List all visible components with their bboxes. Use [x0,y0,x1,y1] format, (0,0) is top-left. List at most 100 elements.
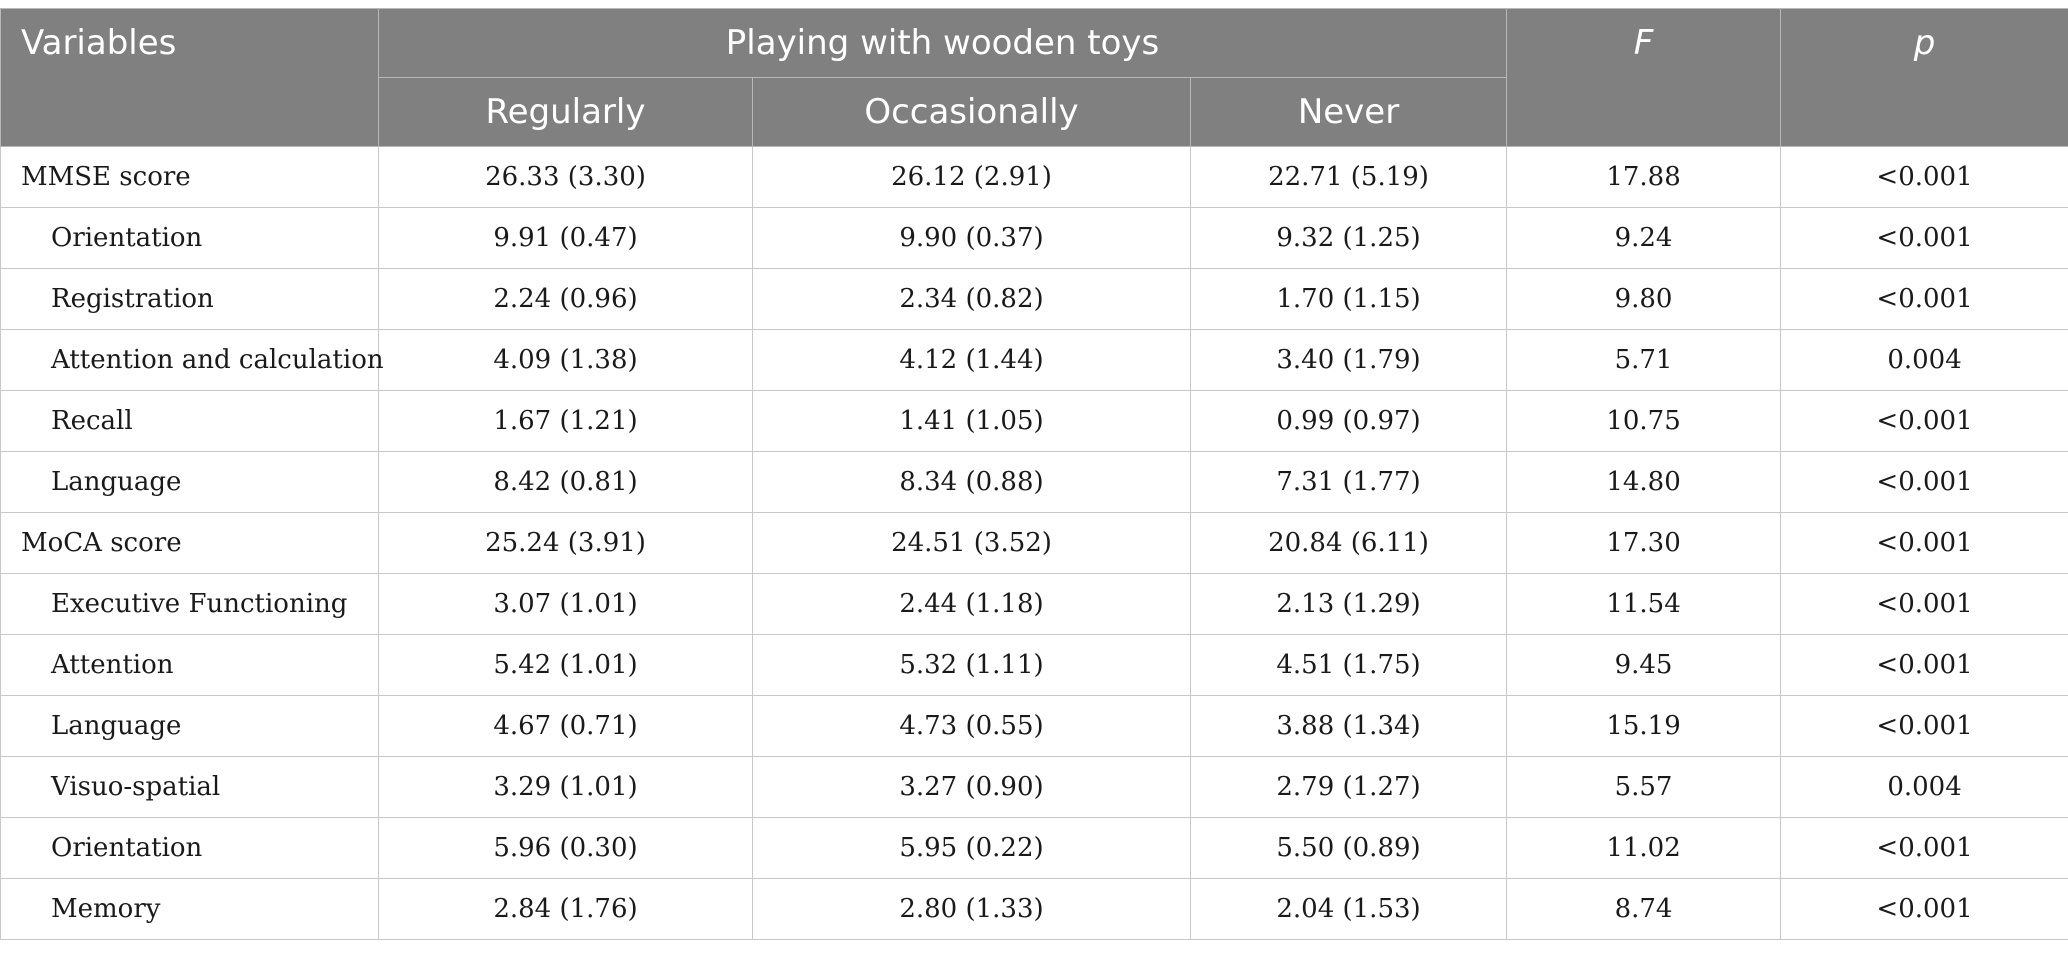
table-row: MoCA score 25.24 (3.91) 24.51 (3.52) 20.84 … [0,512,2068,574]
cell-variable: Language [0,695,379,757]
cell-regularly: 2.84 (1.76) [378,878,753,940]
table-row: Executive Functioning 3.07 (1.01) 2.44 (1.… [0,573,2068,635]
cell-never: 2.13 (1.29) [1189,573,1508,635]
cell-p: <0.001 [1780,878,2068,940]
cell-never: 2.04 (1.53) [1189,878,1508,940]
cell-p: <0.001 [1780,512,2068,574]
cell-f: 9.24 [1506,207,1782,269]
cell-never: 3.88 (1.34) [1189,695,1508,757]
table-row: Recall 1.67 (1.21) 1.41 (1.05) 0.99 (0.97) 1… [0,390,2068,452]
cell-never: 4.51 (1.75) [1189,634,1508,696]
table-row: Orientation 5.96 (0.30) 5.95 (0.22) 5.50 (0… [0,817,2068,879]
cell-f: 9.45 [1506,634,1782,696]
cell-variable: Executive Functioning [0,573,379,635]
header-never: Never [1189,77,1508,147]
cell-occasionally: 4.12 (1.44) [752,329,1191,391]
table-row: Language 4.67 (0.71) 4.73 (0.55) 3.88 (1.34… [0,695,2068,757]
cell-never: 2.79 (1.27) [1189,756,1508,818]
table-row: Attention and calculation 4.09 (1.38) 4.12… [0,329,2068,391]
cell-regularly: 9.91 (0.47) [378,207,753,269]
cell-variable: MoCA score [0,512,379,574]
table-row: Memory 2.84 (1.76) 2.80 (1.33) 2.04 (1.53) 8… [0,878,2068,940]
cell-variable: Registration [0,268,379,330]
cell-variable: Language [0,451,379,513]
cell-never: 22.71 (5.19) [1189,146,1508,208]
cell-regularly: 26.33 (3.30) [378,146,753,208]
cell-occasionally: 2.34 (0.82) [752,268,1191,330]
cell-f: 5.71 [1506,329,1782,391]
cell-f: 5.57 [1506,756,1782,818]
cell-regularly: 8.42 (0.81) [378,451,753,513]
table-row: Orientation 9.91 (0.47) 9.90 (0.37) 9.32 (1… [0,207,2068,269]
cell-f: 9.80 [1506,268,1782,330]
cell-never: 20.84 (6.11) [1189,512,1508,574]
cell-p: <0.001 [1780,817,2068,879]
cell-regularly: 4.67 (0.71) [378,695,753,757]
table-row: MMSE score 26.33 (3.30) 26.12 (2.91) 22.71 … [0,146,2068,208]
table-row: Attention 5.42 (1.01) 5.32 (1.11) 4.51 (1.7… [0,634,2068,696]
cell-regularly: 2.24 (0.96) [378,268,753,330]
cell-p: <0.001 [1780,146,2068,208]
cell-variable: Attention and calculation [0,329,384,391]
cell-variable: Memory [0,878,379,940]
cell-f: 15.19 [1506,695,1782,757]
cell-f: 8.74 [1506,878,1782,940]
cell-occasionally: 3.27 (0.90) [752,756,1191,818]
header-f: F [1506,8,1782,147]
header-regularly: Regularly [378,77,753,147]
cell-never: 9.32 (1.25) [1189,207,1508,269]
header-row-top: Variables Playing with wooden toys F p [0,8,2068,147]
table-row: Language 8.42 (0.81) 8.34 (0.88) 7.31 (1.77… [0,451,2068,513]
header-occasionally: Occasionally [752,77,1191,147]
cell-never: 1.70 (1.15) [1189,268,1508,330]
cell-f: 11.02 [1506,817,1782,879]
cell-never: 7.31 (1.77) [1189,451,1508,513]
cell-p: <0.001 [1780,390,2068,452]
cell-occasionally: 5.32 (1.11) [752,634,1191,696]
table-body: MMSE score 26.33 (3.30) 26.12 (2.91) 22.71 … [0,146,2068,940]
cell-regularly: 5.42 (1.01) [378,634,753,696]
cell-p: <0.001 [1780,268,2068,330]
table-row: Registration 2.24 (0.96) 2.34 (0.82) 1.70 (… [0,268,2068,330]
cell-occasionally: 4.73 (0.55) [752,695,1191,757]
cell-never: 3.40 (1.79) [1189,329,1508,391]
cell-f: 10.75 [1506,390,1782,452]
cell-occasionally: 24.51 (3.52) [752,512,1191,574]
results-table: Variables Playing with wooden toys F p R… [0,8,2068,940]
cell-variable: Orientation [0,817,379,879]
table-header: Variables Playing with wooden toys F p R… [0,8,2068,147]
cell-never: 5.50 (0.89) [1189,817,1508,879]
cell-f: 14.80 [1506,451,1782,513]
cell-regularly: 3.29 (1.01) [378,756,753,818]
cell-regularly: 5.96 (0.30) [378,817,753,879]
header-group-wooden-toys: Playing with wooden toys [377,8,1508,78]
cell-p: <0.001 [1780,634,2068,696]
header-variables: Variables [0,8,379,147]
cell-occasionally: 9.90 (0.37) [752,207,1191,269]
cell-variable: Visuo-spatial [0,756,379,818]
cell-occasionally: 2.80 (1.33) [752,878,1191,940]
cell-never: 0.99 (0.97) [1189,390,1508,452]
cell-f: 17.30 [1506,512,1782,574]
cell-p: 0.004 [1780,329,2068,391]
cell-occasionally: 26.12 (2.91) [752,146,1191,208]
cell-variable: MMSE score [0,146,379,208]
cell-p: <0.001 [1780,207,2068,269]
cell-regularly: 1.67 (1.21) [378,390,753,452]
cell-occasionally: 1.41 (1.05) [752,390,1191,452]
cell-f: 11.54 [1506,573,1782,635]
cell-p: <0.001 [1780,695,2068,757]
cell-variable: Orientation [0,207,379,269]
header-p: p [1780,8,2068,147]
cell-p: <0.001 [1780,451,2068,513]
cell-p: 0.004 [1780,756,2068,818]
header-row-bottom: Regularly Occasionally Never [1,77,2068,147]
cell-f: 17.88 [1506,146,1782,208]
cell-regularly: 3.07 (1.01) [378,573,753,635]
cell-occasionally: 2.44 (1.18) [752,573,1191,635]
cell-occasionally: 5.95 (0.22) [752,817,1191,879]
cell-variable: Recall [0,390,379,452]
cell-occasionally: 8.34 (0.88) [752,451,1191,513]
cell-p: <0.001 [1780,573,2068,635]
cell-regularly: 25.24 (3.91) [378,512,753,574]
